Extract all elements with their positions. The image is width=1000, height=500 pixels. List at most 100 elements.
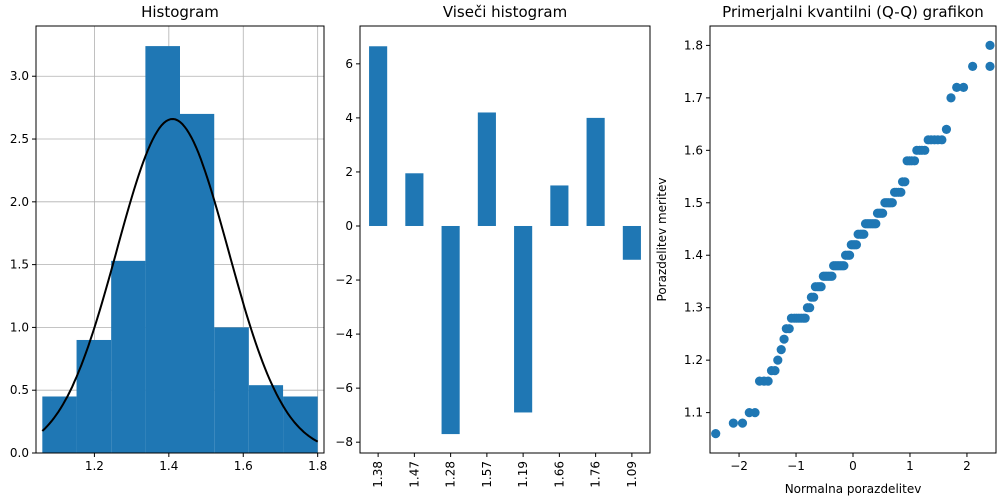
histogram-bar — [180, 113, 215, 453]
qq-point — [946, 93, 956, 103]
x-tick-label: 1.6 — [234, 459, 253, 473]
qq-point — [941, 124, 952, 134]
qq-point — [809, 292, 819, 302]
x-tick-label: 1.19 — [516, 461, 530, 488]
histogram-bar — [214, 327, 249, 453]
qq-point — [909, 156, 920, 166]
x-tick-label: 1.76 — [589, 461, 603, 488]
qq-point — [900, 177, 910, 187]
y-tick-label: 1.3 — [684, 301, 703, 315]
y-tick-label: 0.0 — [10, 446, 29, 460]
qq-point — [805, 303, 815, 313]
axes-frame — [359, 25, 651, 454]
y-tick-label: 1.0 — [10, 320, 29, 334]
hanging-bar — [622, 225, 641, 260]
y-tick-label: −2 — [335, 273, 353, 287]
hanging-bar — [441, 225, 460, 435]
y-tick-label: 1.6 — [684, 143, 703, 157]
qq-point — [800, 313, 810, 323]
qq-point — [920, 145, 930, 155]
qq-point — [985, 40, 995, 51]
chart-title: Primerjalni kvantilni (Q-Q) grafikon — [722, 3, 984, 21]
qq-point — [728, 418, 738, 428]
qq-point — [839, 261, 849, 271]
qq-point — [887, 198, 897, 208]
y-tick-label: −8 — [335, 435, 353, 449]
x-tick-label: 0 — [849, 459, 857, 473]
x-tick-label: 1.38 — [371, 461, 385, 488]
hanging-histogram-panel: 1.38 1.47 1.28 1.57 1.19 1.66 1.76 1.09 −8 −6 −4 −2… — [335, 3, 651, 488]
x-tick-label: −1 — [787, 459, 805, 473]
y-tick-label: −4 — [335, 327, 353, 341]
y-tick-label: 1.2 — [684, 353, 703, 367]
y-tick-label: 0 — [345, 219, 353, 233]
y-tick-label: −6 — [335, 381, 353, 395]
chart-title: Histogram — [141, 3, 219, 21]
hanging-bar — [550, 185, 569, 226]
x-tick-label: 1.8 — [308, 459, 327, 473]
hanging-bar — [477, 112, 496, 226]
histogram-bar — [76, 339, 112, 453]
qq-point — [958, 82, 969, 92]
qq-point — [937, 135, 947, 145]
chart-title: Viseči histogram — [443, 3, 567, 21]
qq-point — [776, 345, 786, 355]
qq-point — [711, 428, 721, 439]
histogram-panel: 1.2 1.4 1.6 1.8 0.0 0.5 1.0 1.5 2.0 2.5 3.0 Histogr… — [10, 3, 327, 473]
x-tick-label: 2 — [963, 459, 971, 473]
histogram-bar — [111, 260, 146, 453]
qq-point — [859, 229, 869, 239]
qq-point — [851, 240, 862, 250]
histogram-bar — [283, 396, 318, 453]
x-tick-label: 1.66 — [552, 461, 566, 488]
y-tick-label: 3.0 — [10, 69, 29, 83]
qq-point — [896, 187, 906, 197]
y-tick-label: 1.5 — [684, 196, 703, 210]
y-tick-label: 1.7 — [684, 91, 703, 105]
y-tick-label: 1.1 — [684, 406, 703, 420]
hanging-bar — [405, 173, 424, 226]
qq-point — [844, 250, 855, 260]
qq-point — [968, 61, 978, 71]
x-tick-label: 1.47 — [407, 461, 421, 488]
hanging-bar — [514, 225, 533, 413]
y-tick-label: 2.5 — [10, 132, 29, 146]
x-tick-label: 1.09 — [625, 461, 639, 488]
normal-curve — [41, 117, 319, 443]
qq-point — [878, 208, 888, 218]
qq-point — [784, 324, 794, 334]
x-tick-label: 1.28 — [444, 461, 458, 488]
qq-point — [827, 271, 837, 281]
qq-point — [773, 355, 783, 365]
y-axis-label: Porazdelitev meritev — [655, 178, 669, 302]
x-tick-label: 1 — [906, 459, 914, 473]
qq-point — [985, 61, 995, 71]
y-tick-label: 1.4 — [684, 248, 703, 262]
qq-point — [737, 418, 748, 428]
x-tick-label: −2 — [730, 459, 748, 473]
histogram-bar — [145, 46, 180, 453]
qq-point — [871, 219, 881, 229]
qq-plot-panel: −2 −1 0 1 2 1.1 1.2 1.3 1.4 1.5 1.6 1.7 1.8 Primerjal… — [655, 3, 997, 496]
y-tick-label: 6 — [345, 57, 353, 71]
y-tick-label: 1.8 — [684, 38, 703, 52]
qq-point — [816, 282, 826, 292]
qq-point — [763, 376, 773, 386]
y-tick-label: 1.5 — [10, 258, 29, 272]
qq-point — [952, 82, 962, 92]
hanging-bar — [586, 117, 605, 226]
y-tick-label: 0.5 — [10, 383, 29, 397]
x-axis-label: Normalna porazdelitev — [785, 482, 922, 496]
y-tick-label: 2.0 — [10, 195, 29, 209]
y-tick-label: 4 — [345, 111, 353, 125]
axes-frame — [35, 25, 325, 454]
x-tick-label: 1.2 — [85, 459, 104, 473]
x-tick-label: 1.4 — [159, 459, 178, 473]
y-tick-label: 2 — [345, 165, 353, 179]
qq-point — [750, 408, 760, 418]
qq-point — [779, 334, 789, 344]
qq-point — [770, 366, 780, 376]
x-tick-label: 1.57 — [480, 461, 494, 488]
hanging-bar — [369, 46, 388, 226]
